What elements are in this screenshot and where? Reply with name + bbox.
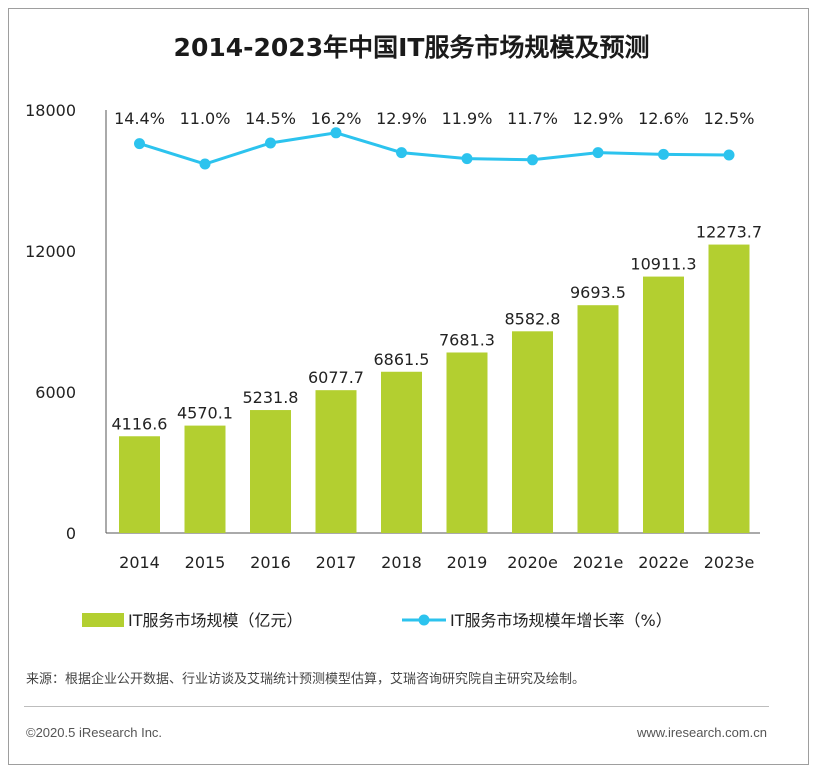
growth-point-2020e <box>527 154 538 166</box>
legend-line-marker <box>418 614 430 626</box>
growth-point-2021e <box>592 147 604 159</box>
growth-value-label: 11.9% <box>442 109 493 128</box>
growth-point-2018 <box>396 147 407 159</box>
bar-value-label: 6861.5 <box>374 350 430 369</box>
x-tick-label: 2018 <box>381 553 422 572</box>
bar-2017 <box>315 390 357 533</box>
growth-value-label: 16.2% <box>311 109 362 128</box>
growth-point-2015 <box>199 158 211 170</box>
bar-2014 <box>119 436 160 533</box>
y-tick-label: 18000 <box>25 101 76 120</box>
source-note: 来源：根据企业公开数据、行业访谈及艾瑞统计预测模型估算，艾瑞咨询研究院自主研究及… <box>26 672 586 687</box>
bar-value-label: 9693.5 <box>570 283 626 302</box>
bar-value-label: 4570.1 <box>177 404 233 423</box>
bar-value-label: 6077.7 <box>308 368 364 387</box>
growth-value-label: 12.5% <box>704 109 755 128</box>
copyright-text: ©2020.5 iResearch Inc. <box>26 725 163 740</box>
growth-point-2022e <box>658 148 669 160</box>
bar-value-label: 8582.8 <box>505 309 561 328</box>
growth-value-label: 11.0% <box>180 109 231 128</box>
growth-value-label: 14.5% <box>245 109 296 128</box>
bar-value-label: 4116.6 <box>112 414 168 433</box>
bar-2022e <box>643 276 684 533</box>
growth-value-label: 11.7% <box>507 109 558 128</box>
website-url: www.iresearch.com.cn <box>636 725 767 740</box>
growth-value-label: 12.6% <box>638 109 689 128</box>
x-tick-label: 2014 <box>119 553 160 572</box>
bar-2016 <box>250 410 291 533</box>
x-tick-label: 2019 <box>447 553 488 572</box>
growth-value-label: 12.9% <box>376 109 427 128</box>
bar-2023e <box>708 244 750 533</box>
growth-value-label: 12.9% <box>573 109 624 128</box>
growth-value-label: 14.4% <box>114 109 165 128</box>
chart-plot: 0 6000 12000 18000 4116.6 4570.1 5231.8 6077.7 6… <box>25 101 762 630</box>
x-tick-label: 2020e <box>507 553 558 572</box>
y-tick-label: 0 <box>66 524 76 543</box>
bar-value-label: 5231.8 <box>243 388 299 407</box>
footer-divider <box>24 706 769 707</box>
bar-value-label: 12273.7 <box>696 223 762 242</box>
legend-bar-label: IT服务市场规模（亿元） <box>128 611 303 630</box>
x-tick-label: 2015 <box>185 553 226 572</box>
x-tick-label: 2022e <box>638 553 689 572</box>
bar-2021e <box>577 305 619 533</box>
growth-line <box>139 131 730 166</box>
x-tick-label: 2021e <box>573 553 624 572</box>
growth-point-2016 <box>265 137 276 149</box>
bar-2020e <box>512 331 553 533</box>
growth-point-2014 <box>134 138 145 150</box>
growth-point-2023e <box>723 149 735 161</box>
x-tick-label: 2017 <box>316 553 357 572</box>
y-tick-label: 12000 <box>25 242 76 261</box>
bar-value-label: 7681.3 <box>439 330 495 349</box>
bar-2015 <box>184 425 226 533</box>
bar-value-label: 10911.3 <box>630 255 696 274</box>
growth-point-2017 <box>330 127 342 139</box>
growth-point-2019 <box>461 153 473 165</box>
y-tick-label: 6000 <box>35 383 76 402</box>
chart-title: 2014-2023年中国IT服务市场规模及预测 <box>173 33 650 62</box>
bar-2019 <box>446 352 488 533</box>
bar-2018 <box>381 371 422 533</box>
x-tick-label: 2023e <box>704 553 755 572</box>
legend-line-label: IT服务市场规模年增长率（%） <box>450 611 672 630</box>
x-tick-label: 2016 <box>250 553 291 572</box>
legend-bar-swatch <box>82 613 124 627</box>
